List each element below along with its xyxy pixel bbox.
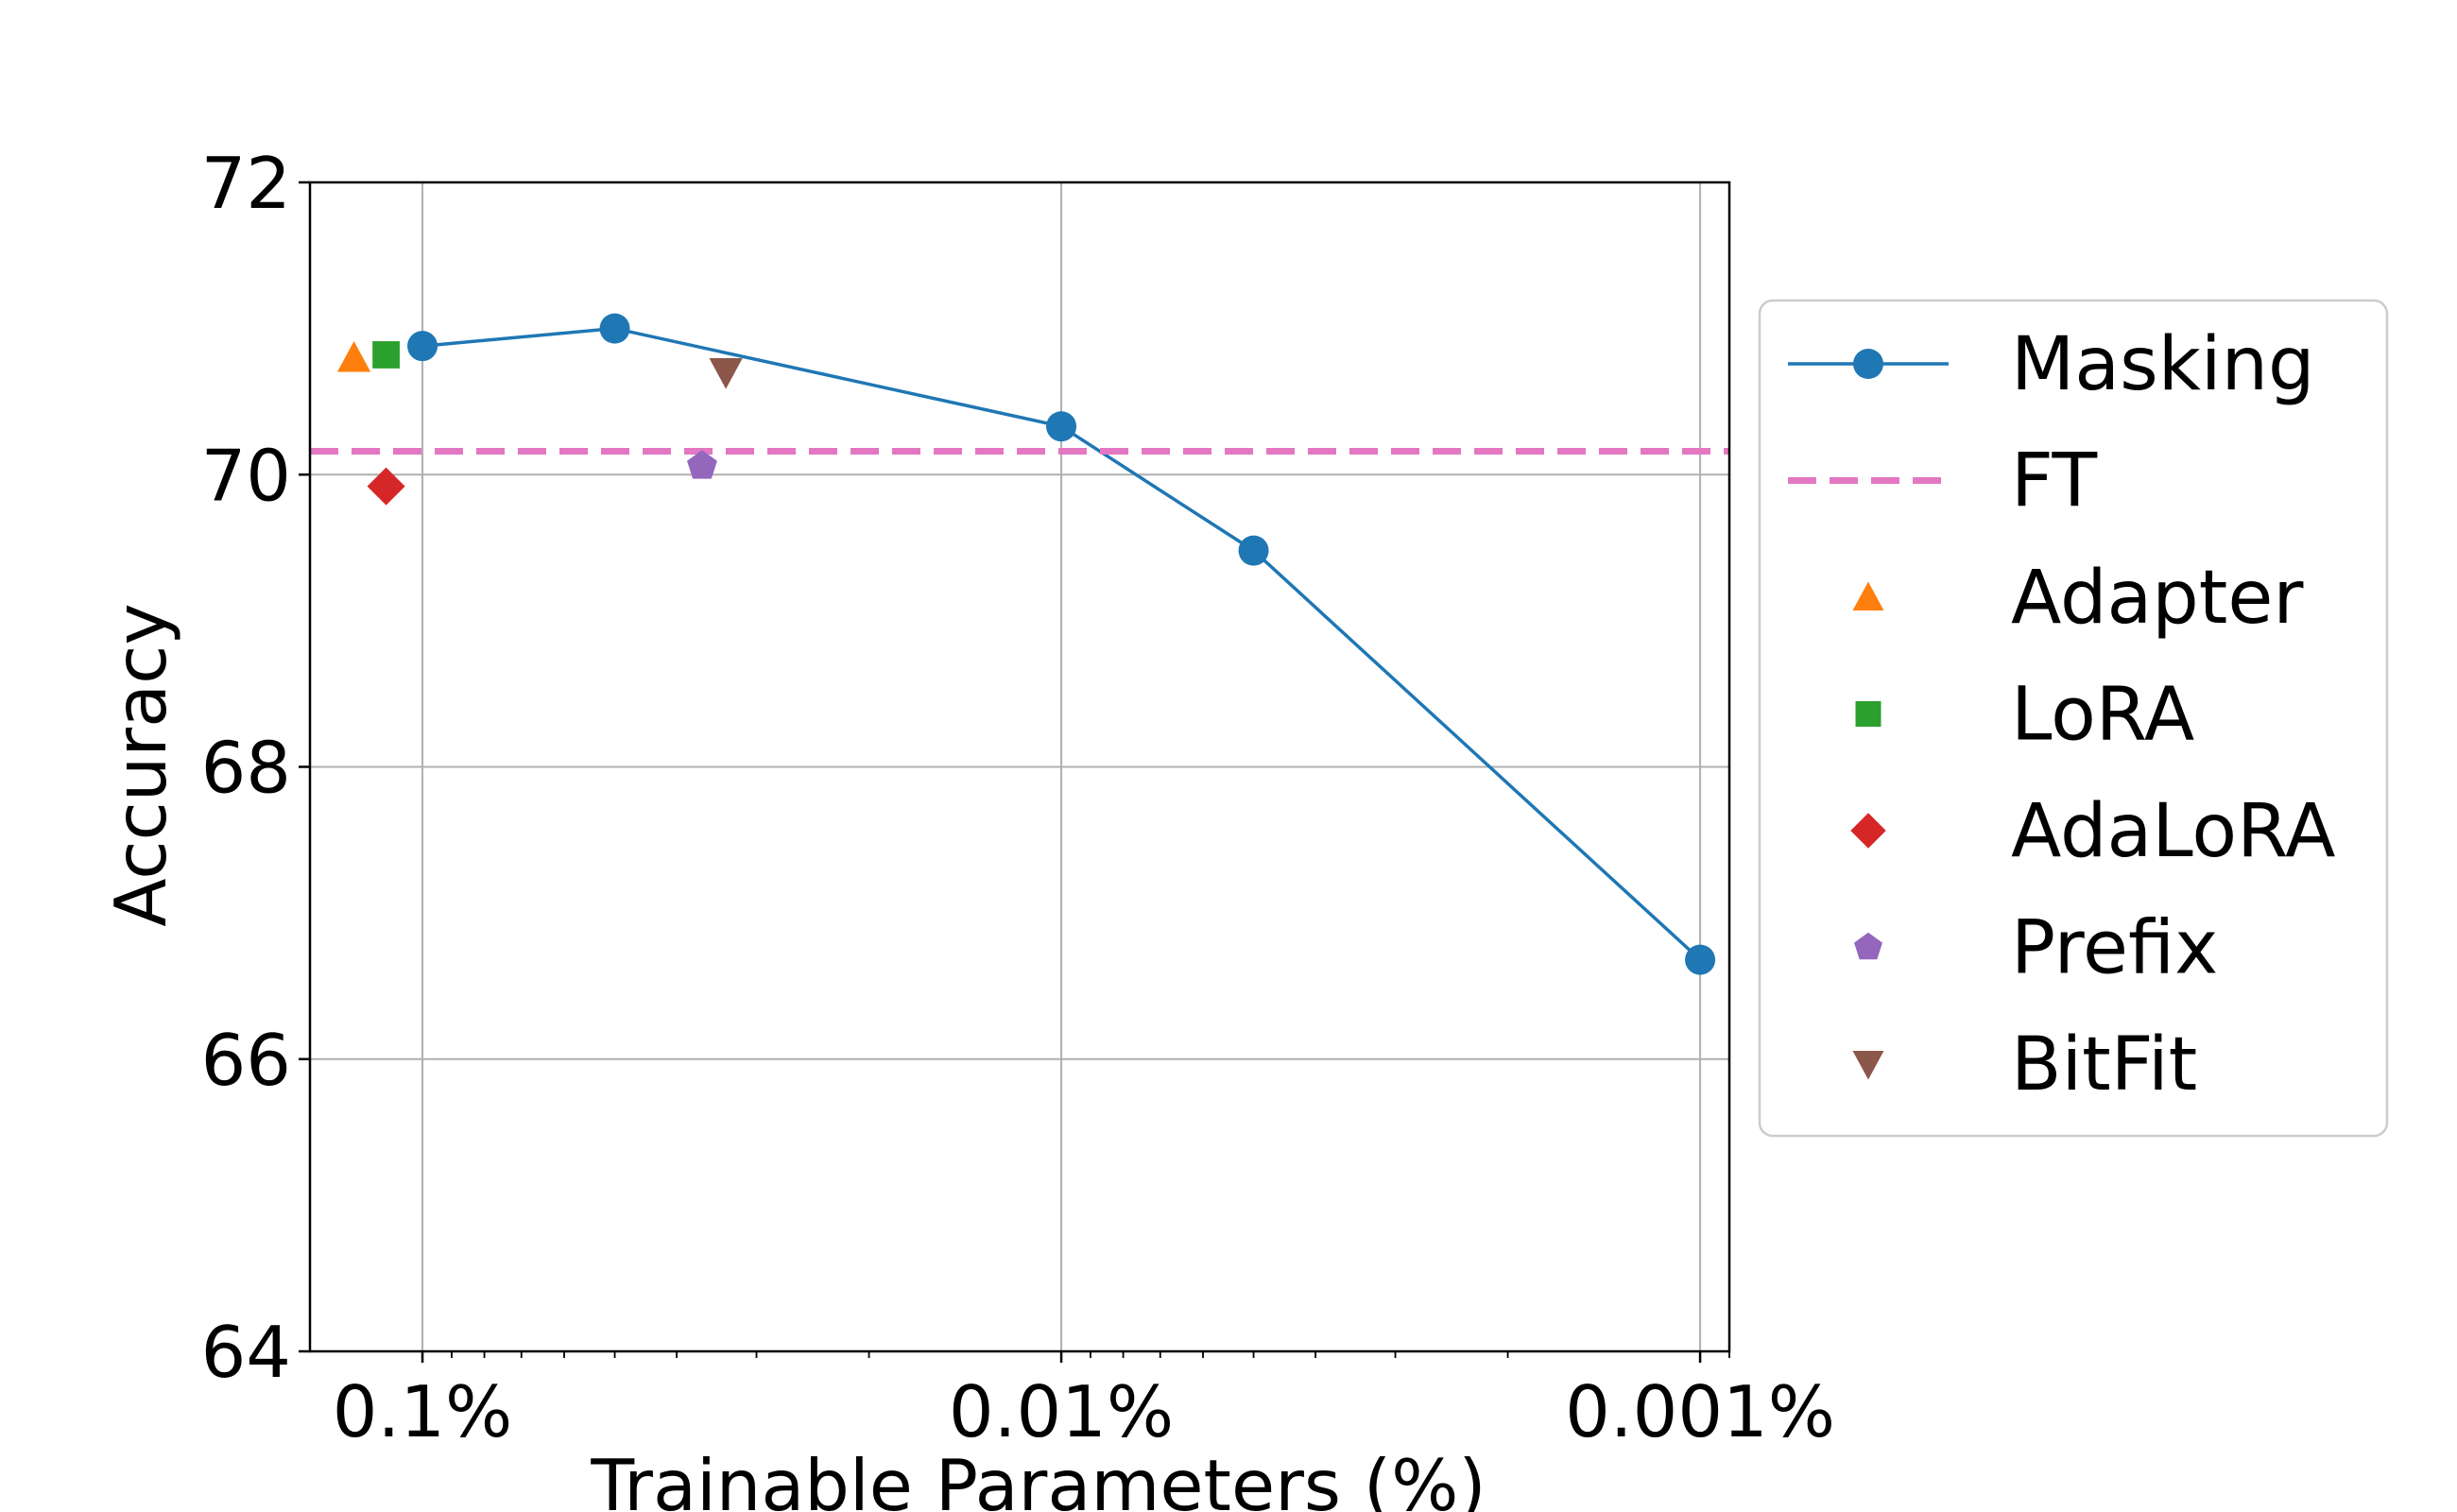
masking-point: [600, 314, 630, 344]
x-tick-label: 0.01%: [949, 1370, 1174, 1453]
x-tick-label: 0.001%: [1565, 1370, 1835, 1453]
legend-adalora-label: AdaLoRA: [2011, 789, 2336, 874]
y-axis-label: Accuracy: [99, 603, 182, 926]
y-tick-label: 72: [201, 142, 291, 225]
x-tick-label: 0.1%: [333, 1370, 513, 1453]
legend-lora-marker: [1856, 701, 1881, 727]
masking-point: [1046, 411, 1076, 441]
y-tick-label: 68: [201, 727, 291, 810]
legend-masking-marker: [1853, 349, 1883, 379]
y-tick-label: 70: [201, 434, 291, 517]
masking-point: [1239, 536, 1269, 566]
y-tick-label: 66: [201, 1019, 291, 1102]
legend-prefix-label: Prefix: [2011, 906, 2218, 991]
y-tick-label: 64: [201, 1311, 291, 1394]
masking-point: [1685, 945, 1715, 975]
x-axis-label: Trainable Parameters (%): [590, 1444, 1486, 1512]
legend-lora-label: LoRA: [2011, 673, 2194, 758]
legend-ft-label: FT: [2011, 439, 2097, 524]
lora-point: [372, 341, 400, 369]
legend-bitfit-label: BitFit: [2011, 1022, 2197, 1108]
legend-masking-label: Masking: [2011, 322, 2315, 407]
legend: Masking FT Adapter LoRA AdaLoRA Prefix BitFit: [1760, 301, 2387, 1136]
masking-point: [407, 331, 438, 361]
legend-adapter-label: Adapter: [2011, 556, 2304, 641]
